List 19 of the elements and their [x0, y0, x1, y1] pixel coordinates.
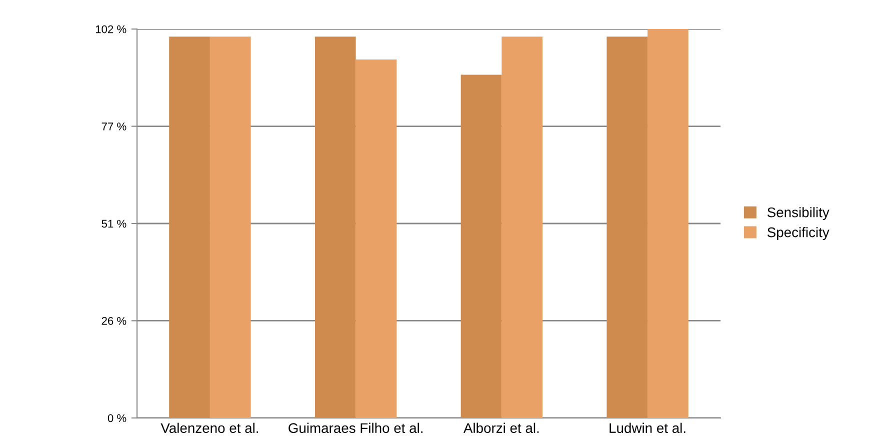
- x-tick-label: Valenzeno et al.: [160, 422, 258, 434]
- legend-label: Specificity: [767, 227, 830, 240]
- y-tick-label: 102 %: [96, 25, 126, 34]
- bar: [210, 36, 251, 418]
- bar: [169, 36, 210, 418]
- y-tick-label: 26 %: [102, 316, 126, 325]
- x-tick-label: Alborzi et al.: [463, 422, 539, 434]
- bar: [460, 74, 502, 418]
- bar: [314, 36, 356, 418]
- y-tick-label: 0 %: [108, 414, 126, 422]
- x-tick-label: Guimaraes Filho et al.: [288, 422, 422, 434]
- y-tick-label: 51 %: [102, 220, 126, 228]
- legend-label: Sensibility: [767, 207, 830, 220]
- bar: [606, 36, 648, 418]
- y-tick-label: 77 %: [102, 122, 126, 130]
- bar: [648, 29, 688, 418]
- x-tick-label: Ludwin et al.: [610, 422, 686, 434]
- bar: [502, 36, 543, 418]
- bar: [356, 60, 397, 418]
